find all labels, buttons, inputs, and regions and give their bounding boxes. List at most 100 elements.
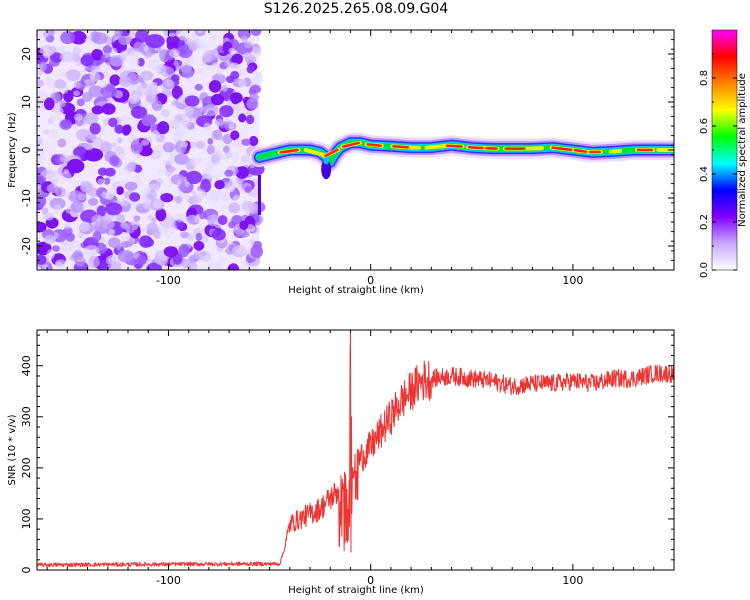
noise-blob	[198, 41, 209, 50]
noise-blob	[203, 122, 211, 131]
noise-blob	[198, 157, 203, 162]
noise-blob	[151, 100, 163, 111]
noise-blob	[120, 232, 131, 241]
noise-blob	[188, 40, 200, 52]
noise-blob	[166, 166, 176, 173]
noise-blob	[207, 138, 214, 145]
noise-blob	[91, 32, 108, 45]
track-peak-red	[445, 144, 463, 148]
colorbar-tick-label: 0.0	[699, 262, 710, 278]
y-tick-label: 100	[20, 508, 33, 529]
noise-blob	[133, 215, 141, 222]
x-tick-label: 0	[367, 274, 374, 287]
snr-frame	[36, 329, 675, 571]
track-peak-red	[279, 148, 299, 154]
noise-blob	[42, 156, 46, 161]
noise-blob	[52, 245, 60, 252]
noise-blob	[108, 261, 122, 270]
noise-blob	[73, 146, 88, 159]
noise-blob	[97, 178, 106, 185]
noise-blob	[198, 211, 207, 220]
y-tick-label: 300	[20, 406, 33, 427]
noise-blob	[177, 45, 193, 59]
noise-blob	[231, 53, 243, 65]
track-peak-yellow	[608, 149, 623, 154]
noise-blob	[76, 60, 82, 67]
y-tick-label: 10	[20, 95, 33, 109]
noise-blob	[43, 212, 55, 221]
noise-blob	[164, 79, 174, 88]
noise-blob	[101, 219, 115, 230]
noise-blob	[155, 208, 167, 222]
noise-blob	[130, 141, 143, 154]
noise-blob	[119, 114, 132, 126]
noise-blob	[133, 118, 140, 126]
noise-blob	[197, 30, 203, 34]
noise-blob	[208, 161, 215, 168]
noise-blob	[187, 76, 195, 83]
noise-blob	[212, 150, 222, 161]
noise-blob	[104, 167, 116, 177]
spectrogram-y-label: Frequency (Hz)	[7, 112, 18, 188]
noise-blob	[152, 200, 162, 209]
noise-blob	[216, 71, 223, 76]
noise-blob	[167, 181, 173, 188]
noise-blob	[235, 228, 243, 238]
noise-blob	[209, 192, 220, 204]
colorbar-tick-label: 0.2	[699, 214, 710, 230]
noise-blob	[88, 190, 95, 197]
snr-y-label: SNR (10 * v/v)	[7, 414, 18, 485]
noise-blob	[85, 162, 91, 168]
track-peak-red	[551, 146, 574, 152]
noise-blob	[76, 128, 91, 142]
y-tick-label: 400	[20, 355, 33, 376]
noise-blob	[184, 95, 200, 107]
noise-blob	[249, 135, 259, 147]
noise-blob	[83, 79, 96, 89]
noise-blob	[129, 50, 139, 59]
spectrogram-x-label: Height of straight line (km)	[288, 285, 424, 296]
noise-blob	[117, 250, 135, 263]
noise-blob	[235, 106, 245, 115]
noise-blob	[84, 147, 104, 162]
noise-blob	[181, 194, 188, 199]
noise-blob	[225, 151, 233, 159]
track-peak-red	[342, 141, 361, 148]
signal-track	[249, 132, 674, 180]
noise-blob	[138, 235, 153, 248]
noise-blob	[206, 144, 215, 155]
noise-blob	[161, 71, 169, 79]
noise-blob	[154, 255, 169, 266]
noise-blob	[140, 248, 145, 253]
noise-blob	[216, 45, 224, 54]
noise-blob	[108, 228, 116, 237]
noise-blob	[233, 138, 243, 150]
noise-blob	[212, 228, 226, 241]
y-tick-label: -10	[20, 189, 33, 207]
noise-blob	[143, 45, 149, 52]
noise-blob	[180, 140, 189, 148]
noise-blob	[37, 154, 43, 164]
noise-blob	[245, 114, 255, 125]
noise-blob	[220, 191, 231, 201]
noise-blob	[141, 139, 150, 146]
noise-blob	[83, 143, 94, 151]
noise-blob	[90, 73, 101, 82]
noise-blob	[120, 221, 128, 230]
noise-blob	[73, 90, 80, 97]
noise-blob	[193, 240, 205, 251]
noise-blob	[82, 252, 90, 258]
noise-blob	[91, 214, 105, 227]
noise-blob	[224, 169, 234, 177]
noise-blob	[141, 228, 147, 233]
noise-blob	[78, 68, 86, 76]
snr-series	[37, 330, 674, 568]
noise-blob	[91, 105, 104, 115]
noise-blob	[228, 221, 236, 229]
colorbar-label: Normalized spectral amplitude	[737, 73, 748, 227]
noise-blob	[80, 54, 94, 67]
noise-blob	[237, 30, 251, 40]
noise-blob	[91, 48, 104, 61]
noise-blob	[141, 188, 151, 197]
